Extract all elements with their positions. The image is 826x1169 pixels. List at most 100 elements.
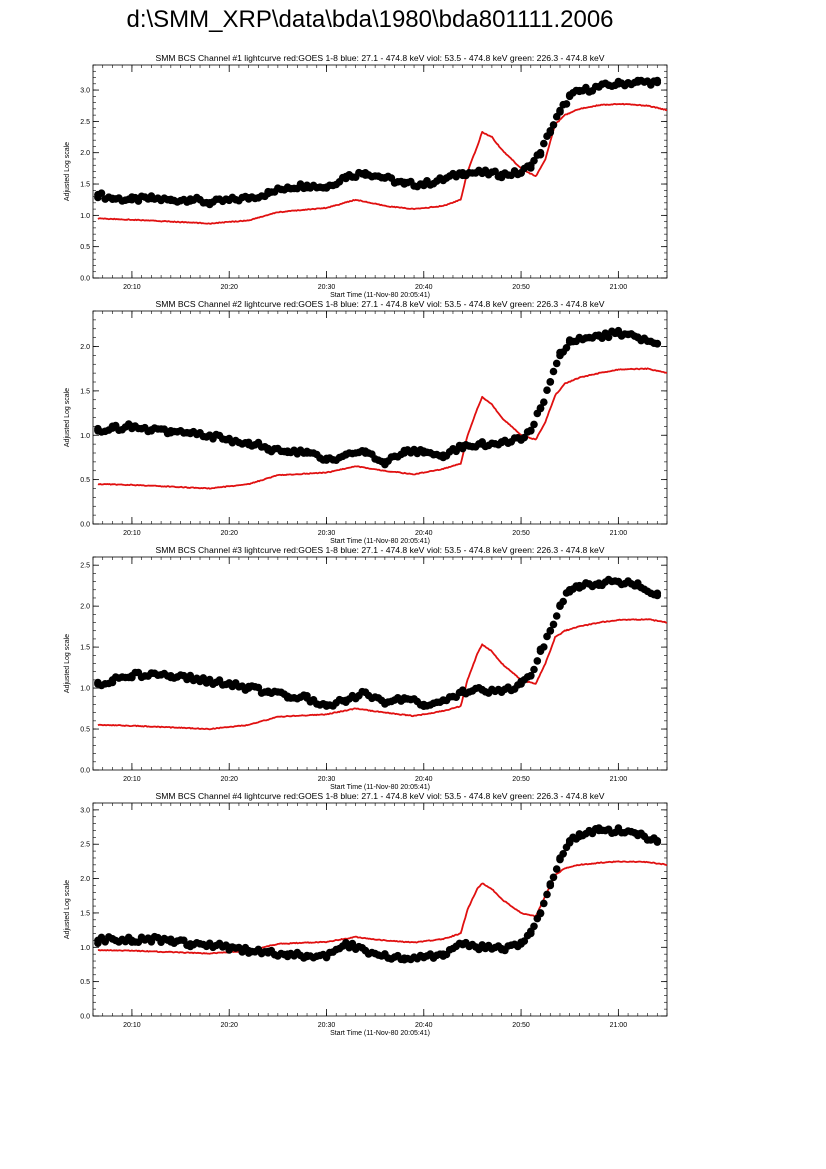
y-tick-label: 3.0 [80, 88, 90, 95]
bcs-data-point [634, 830, 642, 838]
bcs-data-point [420, 953, 428, 962]
y-tick-label: 1.5 [80, 388, 90, 395]
chart-panel-3: SMM BCS Channel #3 lightcurve red:GOES 1… [64, 545, 668, 791]
bcs-data-point [458, 169, 467, 177]
x-tick-label: 21:00 [610, 284, 628, 291]
bcs-data-point [565, 837, 574, 845]
y-tick-label: 2.0 [80, 876, 90, 883]
bcs-data-point [186, 195, 195, 203]
bcs-data-point [517, 169, 525, 177]
y-tick-label: 1.5 [80, 645, 90, 652]
bcs-data-point [556, 854, 564, 862]
bcs-data-point [546, 626, 555, 635]
bcs-data-point [614, 826, 623, 835]
bcs-data-point [147, 669, 156, 678]
bcs-data-point [634, 333, 642, 342]
bcs-data-point [439, 950, 448, 958]
bcs-data-point [527, 929, 535, 938]
bcs-data-point [595, 579, 603, 587]
bcs-data-point [264, 444, 272, 453]
bcs-data-point [497, 170, 506, 179]
bcs-data-point [283, 950, 292, 958]
x-tick-label: 20:50 [512, 1022, 530, 1029]
bcs-marker [549, 873, 558, 882]
bcs-data-point [527, 161, 535, 169]
bcs-data-point [94, 680, 102, 688]
bcs-data-point [614, 577, 623, 586]
y-tick-label: 0.5 [80, 244, 90, 251]
bcs-data-point [614, 80, 623, 88]
bcs-data-point [634, 78, 642, 86]
bcs-marker [348, 939, 357, 948]
bcs-data-point [244, 946, 253, 955]
bcs-marker [530, 665, 538, 674]
bcs-marker [530, 420, 538, 429]
bcs-data-point [381, 458, 389, 466]
y-tick-label: 0.5 [80, 979, 90, 986]
bcs-data-point [225, 196, 233, 205]
x-tick-label: 21:00 [610, 776, 628, 783]
bcs-data-point [517, 435, 525, 444]
bcs-data-point [303, 449, 311, 457]
bcs-data-point [575, 333, 584, 342]
bcs-data-point [205, 431, 214, 440]
bcs-data-point [342, 696, 350, 705]
y-tick-label: 3.0 [80, 807, 90, 814]
x-tick-label: 20:30 [318, 284, 336, 291]
plot-frame [92, 802, 668, 1017]
bcs-data-point [546, 127, 555, 135]
bcs-data-point [322, 702, 331, 710]
bcs-data-point [303, 951, 311, 960]
data-layer [94, 824, 667, 964]
bcs-data-point [283, 692, 292, 701]
bcs-data-point [244, 194, 253, 202]
x-tick-label: 20:30 [318, 530, 336, 537]
bcs-data-point [527, 427, 535, 435]
bcs-data-point [225, 435, 233, 444]
bcs-data-point [108, 676, 117, 684]
bcs-data-point [108, 935, 117, 943]
bcs-data-point [420, 447, 428, 456]
y-tick-label: 0.0 [80, 522, 90, 529]
bcs-data-point [264, 688, 272, 696]
x-tick-label: 20:20 [220, 776, 238, 783]
bcs-data-point [205, 677, 214, 686]
x-tick-label: 20:40 [415, 284, 433, 291]
bcs-data-point [381, 951, 389, 960]
bcs-data-point [342, 172, 350, 181]
bcs-data-point [147, 935, 156, 943]
bcs-marker [552, 612, 561, 620]
y-tick-label: 1.0 [80, 945, 90, 952]
bcs-data-point [536, 148, 545, 157]
chart-title: SMM BCS Channel #4 lightcurve red:GOES 1… [155, 791, 604, 801]
bcs-marker [543, 386, 551, 395]
bcs-data-point [244, 438, 253, 447]
x-tick-label: 20:20 [220, 530, 238, 537]
bcs-data-point [653, 837, 662, 845]
bcs-data-point [653, 340, 662, 348]
y-tick-label: 0.0 [80, 1014, 90, 1021]
x-tick-label: 20:50 [512, 284, 530, 291]
bcs-data-point [546, 881, 555, 890]
chart-panel-4: SMM BCS Channel #4 lightcurve red:GOES 1… [64, 791, 668, 1037]
bcs-data-point [225, 943, 233, 952]
bcs-data-point [361, 447, 370, 456]
bcs-data-point [536, 647, 545, 655]
bcs-data-point [458, 688, 467, 696]
x-axis-label: Start Time (11-Nov-80 20:05:41) [330, 538, 430, 545]
bcs-data-point [205, 199, 214, 207]
x-tick-label: 20:50 [512, 776, 530, 783]
bcs-marker [604, 333, 613, 342]
bcs-data-point [186, 429, 195, 438]
bcs-data-point [322, 953, 331, 962]
bcs-data-point [595, 332, 603, 340]
y-axis-label: Adjusted Log scale [64, 634, 71, 693]
bcs-data-point [546, 378, 555, 386]
bcs-data-point [128, 422, 136, 431]
x-tick-label: 20:10 [123, 284, 141, 291]
x-tick-label: 20:40 [415, 776, 433, 783]
bcs-data-point [420, 180, 428, 188]
bcs-data-point [478, 440, 487, 448]
bcs-data-point [147, 427, 156, 435]
